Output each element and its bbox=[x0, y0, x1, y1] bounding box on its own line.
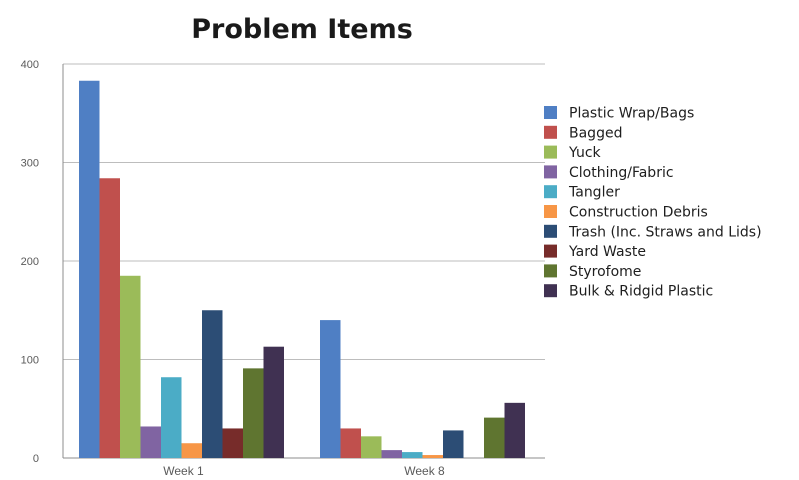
legend-label: Bulk & Ridgid Plastic bbox=[569, 284, 713, 300]
bar-0-3 bbox=[140, 426, 161, 458]
legend-swatch bbox=[544, 185, 557, 199]
legend-label: Trash (Inc. Straws and Lids) bbox=[568, 224, 762, 240]
legend-swatch bbox=[544, 244, 557, 258]
x-axis-category-labels: Week 1 Week 8 bbox=[163, 464, 445, 478]
bar-1-4 bbox=[402, 452, 423, 458]
bars bbox=[79, 80, 525, 459]
bar-1-2 bbox=[361, 436, 382, 458]
legend-label: Construction Debris bbox=[569, 205, 708, 221]
y-tick-label: 0 bbox=[33, 453, 39, 465]
bar-0-4 bbox=[161, 377, 182, 458]
bar-0-8 bbox=[243, 368, 264, 458]
legend-label: Plastic Wrap/Bags bbox=[569, 106, 694, 122]
legend-swatch bbox=[544, 106, 557, 119]
legend-label: Yard Waste bbox=[568, 244, 646, 260]
legend-swatch bbox=[544, 145, 557, 159]
legend-swatch bbox=[544, 205, 557, 218]
bar-1-0 bbox=[320, 320, 341, 458]
bar-0-6 bbox=[202, 310, 223, 458]
bar-1-9 bbox=[504, 402, 525, 458]
legend: Plastic Wrap/Bags Bagged Yuck Clothing/Fabr… bbox=[544, 106, 762, 300]
bar-0-2 bbox=[120, 275, 141, 458]
bar-1-6 bbox=[443, 430, 464, 458]
legend-swatch bbox=[544, 264, 557, 278]
y-axis-tick-labels: 0 100 200 300 400 bbox=[21, 59, 39, 465]
x-category-label: Week 8 bbox=[404, 464, 445, 478]
bar-0-1 bbox=[99, 178, 120, 458]
gridlines bbox=[63, 63, 545, 360]
bar-1-3 bbox=[381, 450, 402, 458]
legend-label: Styrofome bbox=[569, 264, 641, 280]
legend-swatch bbox=[544, 224, 557, 238]
legend-label: Tangler bbox=[568, 185, 620, 201]
legend-swatch bbox=[544, 125, 557, 139]
bar-1-8 bbox=[484, 417, 505, 458]
bar-0-7 bbox=[222, 428, 243, 458]
bar-0-0 bbox=[79, 80, 100, 459]
legend-swatch bbox=[544, 165, 557, 179]
legend-label: Clothing/Fabric bbox=[569, 165, 674, 181]
legend-label: Yuck bbox=[568, 145, 602, 161]
legend-swatch bbox=[544, 284, 557, 298]
bar-1-5 bbox=[422, 455, 443, 458]
bar-0-5 bbox=[181, 443, 202, 458]
x-category-label: Week 1 bbox=[163, 464, 204, 478]
bar-1-1 bbox=[340, 428, 361, 458]
bar-0-9 bbox=[263, 346, 284, 458]
chart-title: Problem Items bbox=[191, 14, 413, 45]
y-tick-label: 100 bbox=[21, 355, 39, 367]
y-tick-label: 200 bbox=[21, 256, 39, 268]
y-tick-label: 400 bbox=[21, 59, 39, 71]
y-tick-label: 300 bbox=[21, 158, 39, 170]
legend-label: Bagged bbox=[569, 125, 622, 141]
